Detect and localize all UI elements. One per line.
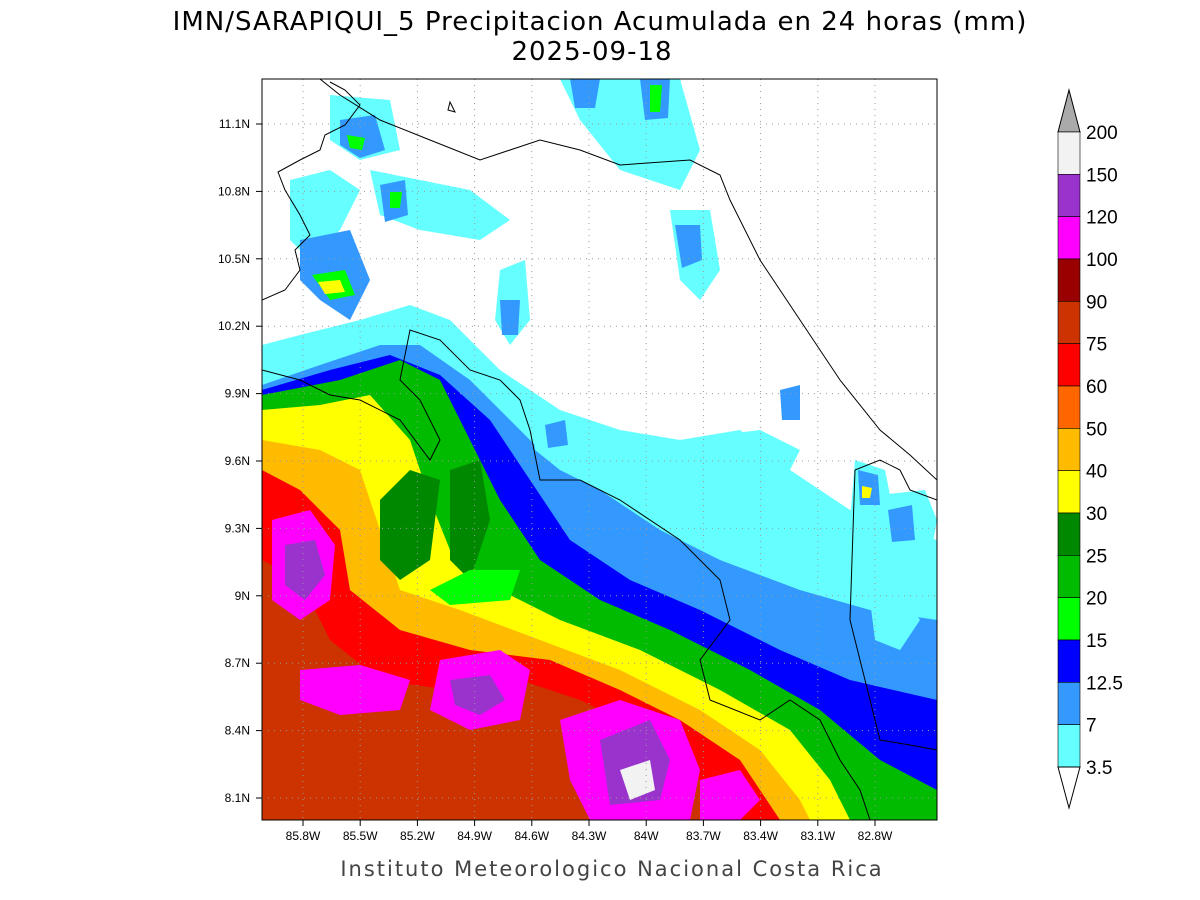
colorbar-label: 12.5 [1086,673,1123,694]
lat-label: 10.8N [218,184,250,198]
precip-region [862,486,872,498]
colorbar-segment [1057,385,1081,429]
colorbar-segment [1057,639,1081,683]
lat-label: 8.4N [225,724,250,738]
lat-label: 9.3N [225,521,250,535]
colorbar-label: 40 [1086,462,1107,483]
colorbar-segment [1057,597,1081,641]
colorbar-label: 50 [1086,419,1107,440]
colorbar: 200 150 120 100 90 75 60 50 40 30 25 20 15 12.5 7 3.5 [1057,88,1123,810]
colorbar-label: 90 [1086,292,1107,313]
colorbar-segment [1057,343,1081,387]
precip-region [500,300,520,335]
title: IMN/SARAPIQUI_5 Precipitacion Acumulada … [173,7,1028,37]
colorbar-label: 25 [1086,546,1107,567]
colorbar-segment [1057,428,1081,471]
lon-label: 84.3W [572,829,607,843]
precip-region [700,770,760,820]
lon-label: 85.8W [286,829,321,843]
lat-label: 9.6N [225,454,250,468]
precip-region [680,430,800,490]
precip-region [675,225,702,268]
precip-field [262,79,937,820]
footer: Instituto Meteorologico Nacional Costa R… [340,857,883,881]
lon-label: 84W [634,829,659,843]
precip-region [430,570,520,605]
lon-label: 83.7W [686,829,721,843]
lat-label: 11.1N [219,117,250,131]
colorbar-segment [1057,682,1081,725]
coast-line [262,81,361,301]
border-line [319,79,937,481]
colorbar-segment [1057,555,1081,598]
colorbar-label: 75 [1086,335,1107,356]
precip-region [650,85,662,112]
colorbar-label: 200 [1086,123,1118,144]
grid: 11.1N 10.8N 10.5N 10.2N 9.9N 9.6N 9.3N 9N 8.7N 8.… [218,79,937,843]
precip-region [318,280,345,294]
colorbar-under [1057,766,1081,810]
colorbar-label: 60 [1086,377,1107,398]
lat-label: 9.9N [225,387,250,401]
colorbar-segment [1057,470,1081,514]
colorbar-segment [1057,512,1081,556]
colorbar-label: 100 [1086,250,1118,271]
lat-label: 10.5N [218,252,250,266]
colorbar-label: 20 [1086,589,1107,610]
colorbar-label: 3.5 [1086,758,1112,779]
colorbar-segment [1057,216,1081,260]
precip-region [300,665,410,715]
precip-region [870,590,920,650]
lon-label: 85.5W [343,829,378,843]
colorbar-label: 30 [1086,504,1107,525]
colorbar-label: 120 [1086,208,1118,229]
lon-label: 85.2W [400,829,435,843]
colorbar-segment [1057,301,1081,344]
lon-label: 82.8W [858,829,893,843]
precip-region [347,135,365,150]
precip-region [450,460,490,580]
colorbar-segment [1057,174,1081,217]
precip-region [780,385,800,420]
precip-region [380,470,440,580]
precip-region [570,79,600,108]
lat-label: 9N [235,589,250,603]
coast-line [262,329,871,820]
colorbar-over [1057,88,1081,133]
precip-region [285,540,325,600]
colorbar-label: 7 [1086,716,1097,737]
colorbar-segment [1057,131,1081,175]
date: 2025-09-18 [511,37,672,67]
precip-region [450,675,505,715]
lat-label: 10.2N [218,319,250,333]
border-line [849,459,937,751]
lon-label: 84.9W [457,829,492,843]
lat-label: 8.1N [225,791,250,805]
colorbar-label: 15 [1086,631,1107,652]
precip-region [888,505,915,542]
lat-label: 8.7N [225,656,250,670]
colorbar-label: 150 [1086,165,1118,186]
colorbar-segment [1057,258,1081,302]
precip-region [390,192,402,208]
lon-label: 84.6W [514,829,549,843]
map-frame [261,78,938,821]
island [447,100,456,113]
colorbar-segment [1057,724,1081,768]
precip-region [620,760,655,800]
lon-label: 83.1W [800,829,835,843]
lon-label: 83.4W [743,829,778,843]
precip-region [545,420,568,448]
coastlines [262,79,937,820]
